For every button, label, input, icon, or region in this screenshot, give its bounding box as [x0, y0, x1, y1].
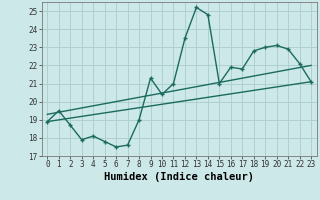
X-axis label: Humidex (Indice chaleur): Humidex (Indice chaleur)	[104, 172, 254, 182]
